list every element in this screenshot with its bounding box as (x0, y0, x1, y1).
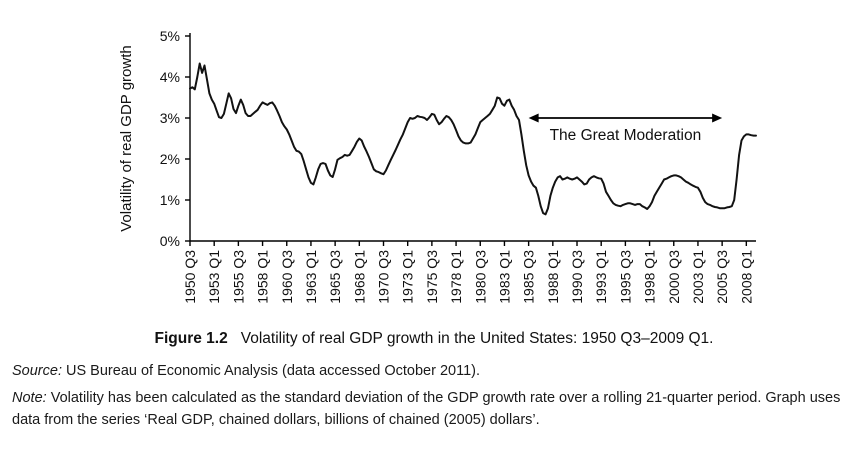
great-moderation-label: The Great Moderation (550, 127, 702, 144)
y-tick-label: 4% (160, 69, 180, 85)
x-tick-label: 1970 Q3 (376, 250, 392, 304)
x-tick-label: 1973 Q1 (400, 250, 416, 304)
x-tick-label: 1980 Q3 (472, 250, 488, 304)
x-tick-label: 2003 Q1 (690, 250, 706, 304)
x-tick-label: 1985 Q3 (521, 250, 537, 304)
x-tick-label: 1955 Q3 (230, 250, 246, 304)
figure-label: Figure 1.2 (154, 330, 228, 347)
x-tick-label: 1965 Q3 (327, 250, 343, 304)
note-line: Note: Volatility has been calculated as … (12, 388, 856, 432)
x-tick-label: 1968 Q1 (351, 250, 367, 304)
x-tick-label: 1983 Q1 (496, 250, 512, 304)
x-tick-label: 1988 Q1 (545, 250, 561, 304)
chart-area: 0% 1% 2% 3% 4% 5% 1950 Q3 1953 Q1 1955 Q3 1958 Q1… (118, 28, 757, 304)
x-tick-label: 1963 Q1 (303, 250, 319, 304)
x-tick-label: 1975 Q3 (424, 250, 440, 304)
note-text: Volatility has been calculated as the st… (12, 390, 841, 428)
y-tick-label: 3% (160, 110, 180, 126)
y-axis-title: Volatility of real GDP growth (118, 45, 135, 231)
source-line: Source: US Bureau of Economic Analysis (… (12, 363, 856, 379)
gdp-volatility-series-line (189, 62, 757, 216)
figure-caption-text: Volatility of real GDP growth in the Uni… (240, 330, 714, 347)
source-text: US Bureau of Economic Analysis (data acc… (66, 363, 481, 379)
x-tick-label: 2005 Q3 (714, 250, 730, 304)
y-tick-label: 2% (160, 151, 180, 167)
x-tick-label: 1998 Q1 (642, 250, 658, 304)
volatility-chart-svg: 0% 1% 2% 3% 4% 5% 1950 Q3 1953 Q1 1955 Q3 1958 Q1… (118, 28, 757, 304)
arrow-right-head-icon (712, 113, 723, 123)
y-tick-label: 0% (160, 233, 180, 249)
arrow-left-head-icon (528, 113, 539, 123)
note-prefix: Note: (12, 390, 47, 406)
x-tick-label: 1990 Q3 (569, 250, 585, 304)
x-tick-label: 1993 Q1 (593, 250, 609, 304)
y-tick-label: 5% (160, 28, 180, 44)
figure-caption: Figure 1.2 Volatility of real GDP growth … (0, 330, 868, 348)
x-tick-label: 1995 Q3 (617, 250, 633, 304)
x-tick-label: 2000 Q3 (666, 250, 682, 304)
figure-page: 0% 1% 2% 3% 4% 5% 1950 Q3 1953 Q1 1955 Q3 1958 Q1… (0, 28, 868, 432)
y-tick-label: 1% (160, 192, 180, 208)
x-tick-label: 2008 Q1 (738, 250, 754, 304)
x-tick-label: 1958 Q1 (255, 250, 271, 304)
x-tick-label: 1950 Q3 (182, 250, 198, 304)
x-tick-label: 1978 Q1 (448, 250, 464, 304)
x-tick-label: 1960 Q3 (279, 250, 295, 304)
source-prefix: Source: (12, 363, 62, 379)
x-tick-label: 1953 Q1 (206, 250, 222, 304)
